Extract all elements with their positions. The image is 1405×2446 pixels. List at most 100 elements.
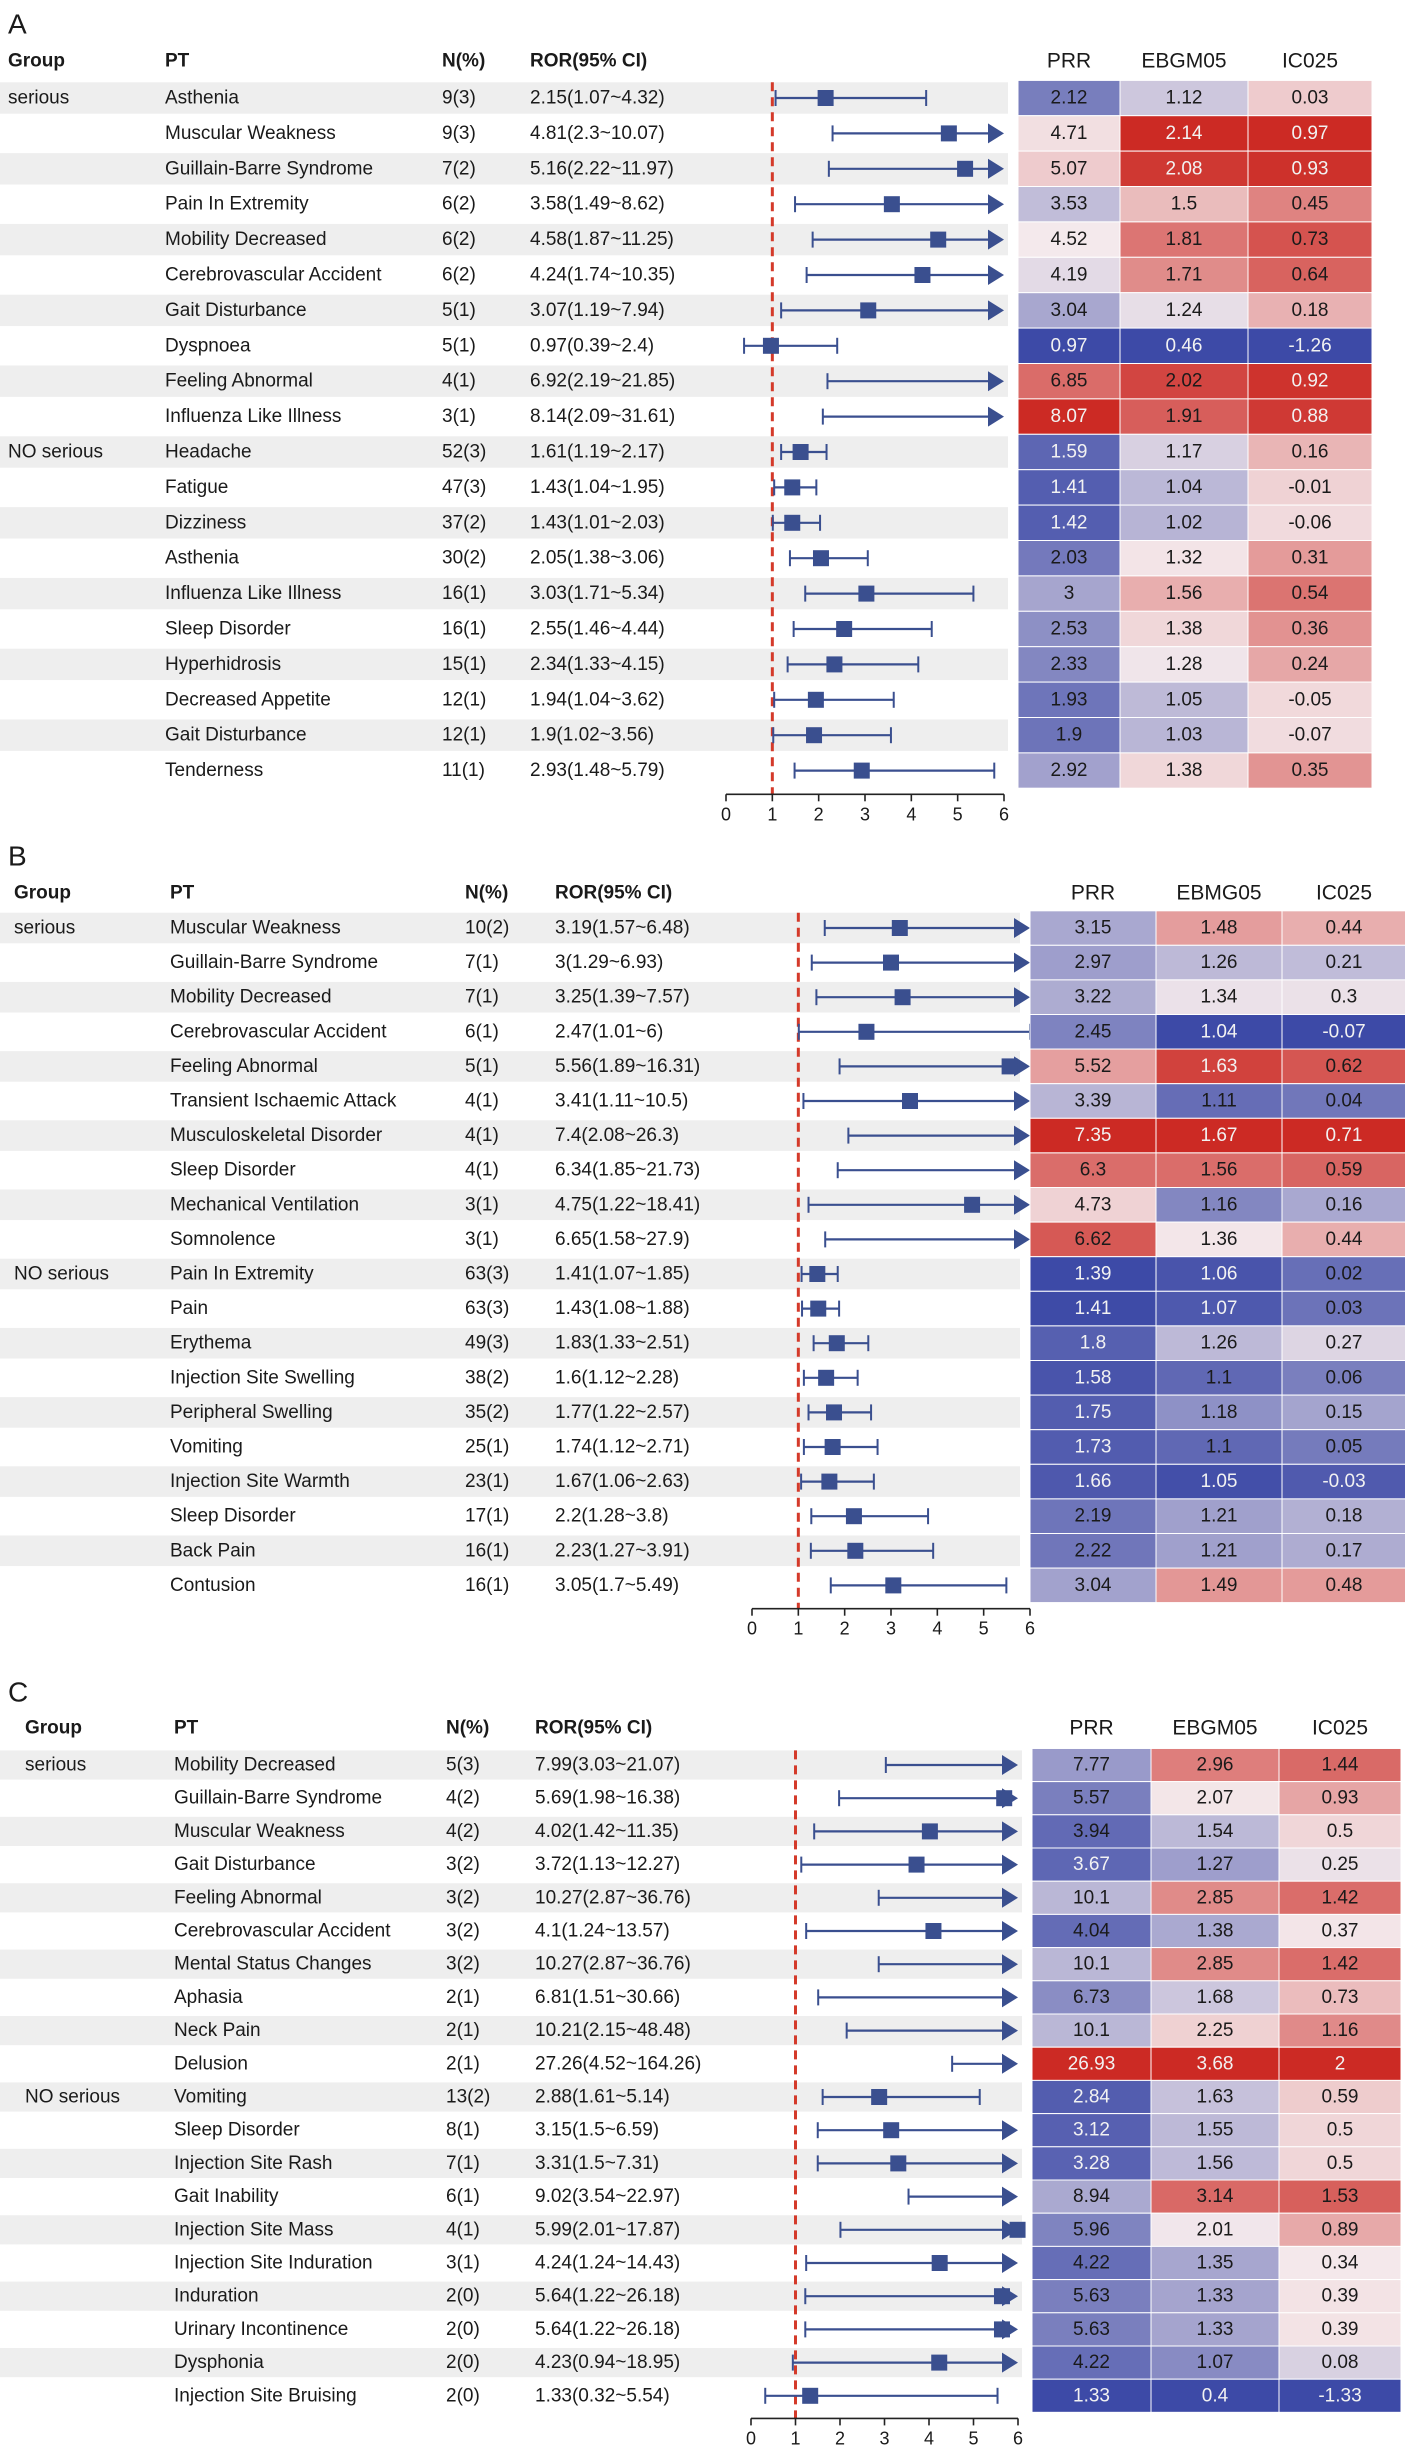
n-value: 6(2) [442, 194, 476, 215]
heatmap-value: -0.07 [1288, 725, 1331, 746]
n-value: 9(3) [442, 123, 476, 144]
heatmap-cell [1155, 1325, 1283, 1362]
ror-value: 7.99(3.03~21.07) [535, 1755, 680, 1776]
heatmap-value: 1.68 [1197, 1987, 1234, 2008]
point-estimate [890, 2155, 907, 2172]
point-estimate [762, 337, 779, 354]
heatmap-value: 1.04 [1201, 1021, 1238, 1042]
n-value: 3(1) [465, 1194, 499, 1215]
ci-arrow [1002, 2352, 1018, 2373]
ror-value: 4.24(1.74~10.35) [530, 265, 675, 286]
header-group: Group [14, 883, 71, 904]
heatmap-value: 0.39 [1322, 2286, 1359, 2307]
heatmap-value: -0.01 [1288, 477, 1331, 498]
x-tick-label: 0 [746, 2428, 756, 2446]
heatmap-cell [1119, 504, 1249, 542]
pt-label: Neck Pain [174, 2020, 261, 2041]
heatmap-value: 1.21 [1201, 1540, 1238, 1561]
heatmap-cell [1247, 575, 1373, 612]
heatmap-value: 1.16 [1201, 1194, 1238, 1215]
ror-value: 5.64(1.22~26.18) [535, 2286, 680, 2307]
pt-label: Injection Site Mass [174, 2219, 333, 2240]
ror-value: 3.58(1.49~8.62) [530, 194, 665, 215]
header-ror: ROR(95% CI) [530, 51, 647, 72]
heatmap-cell [1247, 540, 1373, 577]
heatmap-cell [1247, 717, 1373, 754]
heatmap-cell [1017, 186, 1121, 223]
n-value: 17(1) [465, 1506, 509, 1527]
heatmap-value: 3.04 [1075, 1575, 1112, 1596]
heatmap-value: 0.97 [1292, 123, 1329, 144]
heatmap-value: 1.33 [1197, 2286, 1234, 2307]
heatmap-value: 1.32 [1166, 548, 1203, 569]
heatmap-value: 1.55 [1197, 2120, 1234, 2141]
point-estimate [807, 691, 824, 708]
heatmap-value: 0.5 [1327, 2153, 1353, 2174]
heatmap-value: 0.35 [1292, 760, 1329, 781]
heatmap-header: PRR [1069, 1717, 1113, 1740]
x-tick-label: 1 [767, 804, 777, 824]
heatmap-value: 1.63 [1201, 1056, 1238, 1077]
n-value: 15(1) [442, 654, 486, 675]
point-estimate [993, 2288, 1010, 2305]
heatmap-value: 2.03 [1051, 548, 1088, 569]
heatmap-cell [1281, 1048, 1405, 1085]
heatmap-cell [1017, 610, 1121, 648]
heatmap-cell [1119, 292, 1249, 329]
ror-value: 1.43(1.04~1.95) [530, 477, 665, 498]
point-estimate [940, 125, 957, 142]
point-estimate [802, 2387, 819, 2404]
ror-value: 3.15(1.5~6.59) [535, 2120, 659, 2141]
heatmap-value: 1.06 [1201, 1264, 1238, 1285]
heatmap-header: PRR [1071, 882, 1115, 905]
heatmap-cell [1247, 363, 1373, 400]
ci-arrow [1002, 1854, 1018, 1875]
row-band [0, 1949, 1022, 1979]
heatmap-value: 3.67 [1073, 1854, 1110, 1875]
pt-label: Feeling Abnormal [170, 1056, 318, 1077]
pt-label: Fatigue [165, 477, 228, 498]
pt-label: Influenza Like Illness [165, 583, 341, 604]
heatmap-cell [1017, 256, 1121, 294]
heatmap-value: 0.15 [1326, 1402, 1363, 1423]
ror-value: 7.4(2.08~26.3) [555, 1125, 679, 1146]
heatmap-cell [1029, 979, 1157, 1016]
pt-label: Muscular Weakness [170, 918, 341, 939]
heatmap-cell [1155, 1083, 1283, 1119]
ror-value: 2.93(1.48~5.79) [530, 760, 665, 781]
ci-arrow [1002, 2053, 1018, 2074]
heatmap-value: 0.46 [1166, 335, 1203, 356]
header-n: N(%) [442, 51, 485, 72]
heatmap-cell [1247, 610, 1373, 648]
ci-arrow [1014, 1160, 1030, 1181]
heatmap-value: 0.5 [1327, 2120, 1353, 2141]
n-value: 10(2) [465, 918, 509, 939]
ci-arrow [988, 371, 1004, 392]
heatmap-value: 0.02 [1326, 1264, 1363, 1285]
heatmap-value: 2.25 [1197, 2020, 1234, 2041]
pt-label: Mobility Decreased [165, 229, 327, 250]
heatmap-cell [1281, 1429, 1405, 1465]
n-value: 8(1) [446, 2120, 480, 2141]
ci-arrow [1002, 1887, 1018, 1908]
heatmap-value: 5.63 [1073, 2319, 1110, 2340]
heatmap-value: 3.94 [1073, 1821, 1110, 1842]
header-ror: ROR(95% CI) [535, 1718, 652, 1739]
n-value: 63(3) [465, 1298, 509, 1319]
x-tick-label: 3 [886, 1619, 896, 1639]
heatmap-cell [1278, 1847, 1402, 1882]
heatmap-cell [1150, 1781, 1280, 1816]
n-value: 25(1) [465, 1437, 509, 1458]
n-value: 6(1) [465, 1021, 499, 1042]
n-value: 2(0) [446, 2352, 480, 2373]
pt-label: Pain In Extremity [165, 194, 309, 215]
point-estimate [812, 550, 829, 567]
heatmap-value: 1.8 [1080, 1333, 1106, 1354]
ror-value: 6.92(2.19~21.85) [530, 371, 675, 392]
heatmap-value: 0.08 [1322, 2352, 1359, 2373]
heatmap-value: 10.1 [1073, 2020, 1110, 2041]
heatmap-cell [1281, 1014, 1405, 1050]
heatmap-value: 0.59 [1322, 2087, 1359, 2108]
pt-label: Injection Site Rash [174, 2153, 332, 2174]
heatmap-header: EBMG05 [1176, 882, 1261, 905]
